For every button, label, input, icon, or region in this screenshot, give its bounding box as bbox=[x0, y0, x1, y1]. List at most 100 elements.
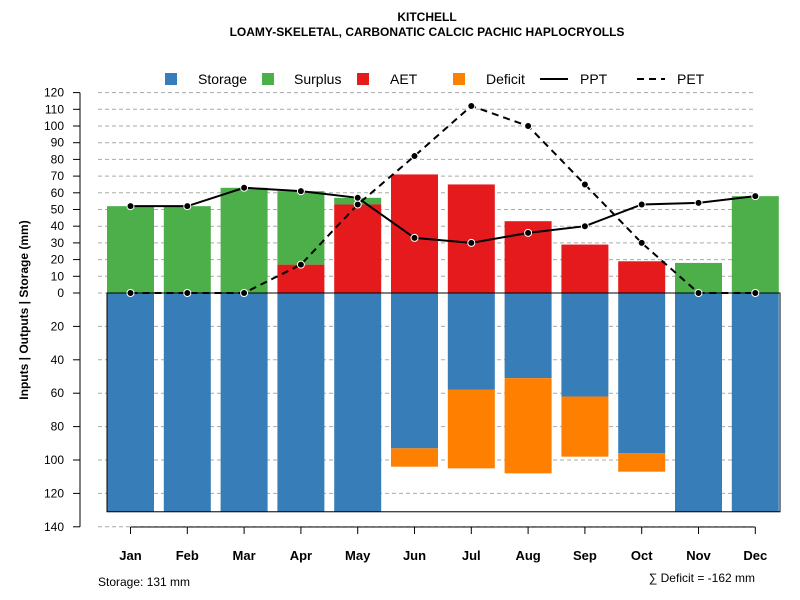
x-tick-label: Nov bbox=[686, 548, 711, 563]
storage-bar bbox=[391, 293, 438, 449]
x-tick-label: Jun bbox=[403, 548, 426, 563]
deficit-bar bbox=[561, 396, 609, 457]
legend-label-storage: Storage bbox=[198, 71, 247, 87]
pet-point bbox=[637, 238, 646, 247]
aet-bar bbox=[391, 174, 438, 293]
storage-bar bbox=[504, 293, 552, 379]
y-tick-label: 40 bbox=[51, 219, 65, 233]
legend-label-aet: AET bbox=[390, 71, 418, 87]
ppt-point bbox=[694, 198, 703, 207]
legend-swatch-aet bbox=[357, 73, 369, 85]
storage-bar bbox=[561, 293, 609, 397]
legend-label-surplus: Surplus bbox=[294, 71, 341, 87]
ppt-point bbox=[637, 200, 646, 209]
pet-point bbox=[694, 289, 703, 297]
surplus-bar bbox=[107, 206, 154, 293]
pet-point bbox=[126, 289, 135, 297]
storage-bar bbox=[731, 293, 779, 512]
chart-title: KITCHELL bbox=[397, 10, 456, 24]
surplus-bar bbox=[163, 206, 211, 293]
ppt-point bbox=[296, 187, 305, 196]
y-tick-label: 60 bbox=[51, 186, 65, 200]
legend-label-ppt: PPT bbox=[580, 71, 608, 87]
deficit-bar bbox=[447, 389, 495, 469]
y-axis-label: Inputs | Outputs | Storage (mm) bbox=[17, 220, 31, 399]
aet-bar bbox=[447, 184, 495, 293]
legend-label-pet: PET bbox=[677, 71, 705, 87]
legend-swatch-surplus bbox=[262, 73, 274, 85]
deficit-bar bbox=[618, 453, 666, 472]
storage-bar bbox=[675, 293, 722, 512]
y-tick-label: 120 bbox=[44, 86, 64, 100]
legend: Storage Surplus AET Deficit PPT PET bbox=[165, 71, 705, 87]
pet-point bbox=[580, 180, 589, 189]
aet-bar bbox=[277, 264, 325, 293]
y-axis: 0 10 20 30 40 50 60 70 80 90 100 110 120 20 40 60 80 100 1… bbox=[44, 86, 81, 534]
ppt-point bbox=[467, 238, 476, 247]
x-tick-label: Apr bbox=[290, 548, 312, 563]
x-tick-label: Aug bbox=[515, 548, 540, 563]
storage-bar bbox=[334, 293, 382, 512]
x-tick-label: Feb bbox=[176, 548, 199, 563]
y-tick-label: 140 bbox=[44, 520, 64, 534]
x-axis: Jan Feb Mar Apr May Jun Jul Aug Sep Oct Nov Dec bbox=[119, 526, 767, 563]
y-tick-label: 0 bbox=[57, 286, 64, 300]
pet-point bbox=[410, 152, 419, 161]
y-tick-label: 100 bbox=[44, 453, 64, 467]
y-tick-label: 50 bbox=[51, 203, 65, 217]
storage-capacity-outline bbox=[106, 292, 781, 513]
x-tick-label: Dec bbox=[743, 548, 767, 563]
x-tick-label: Mar bbox=[233, 548, 256, 563]
deficit-bar bbox=[391, 448, 438, 467]
ppt-point bbox=[240, 183, 249, 192]
storage-bar bbox=[163, 293, 211, 512]
deficit-footnote: ∑ Deficit = -162 mm bbox=[649, 571, 755, 585]
pet-line bbox=[130, 104, 756, 294]
pet-point bbox=[751, 289, 760, 297]
ppt-line bbox=[130, 186, 756, 244]
ppt-point bbox=[751, 192, 760, 201]
surplus-bar bbox=[277, 191, 325, 265]
y-tick-label: 10 bbox=[51, 269, 65, 283]
ppt-point bbox=[410, 233, 419, 242]
storage-bar bbox=[618, 293, 666, 454]
x-tick-label: Oct bbox=[631, 548, 653, 563]
aet-bar bbox=[561, 244, 609, 293]
storage-footnote: Storage: 131 mm bbox=[98, 575, 190, 589]
surplus-bar bbox=[731, 196, 779, 293]
ppt-point bbox=[580, 222, 589, 231]
y-tick-label: 90 bbox=[51, 136, 65, 150]
y-tick-label: 20 bbox=[51, 253, 65, 267]
legend-label-deficit: Deficit bbox=[486, 71, 525, 87]
bars bbox=[106, 174, 781, 513]
y-tick-label: 40 bbox=[51, 353, 65, 367]
y-tick-label: 30 bbox=[51, 236, 65, 250]
pet-point bbox=[524, 122, 533, 130]
x-tick-label: Jan bbox=[119, 548, 141, 563]
pet-point bbox=[240, 289, 249, 297]
deficit-bar bbox=[504, 378, 552, 474]
y-tick-label: 20 bbox=[51, 319, 65, 333]
pet-point bbox=[467, 101, 476, 110]
y-tick-label: 100 bbox=[44, 119, 64, 133]
legend-swatch-storage bbox=[165, 73, 177, 85]
aet-bar bbox=[618, 261, 666, 293]
ppt-point bbox=[524, 228, 533, 237]
x-tick-label: Sep bbox=[573, 548, 597, 563]
pet-point bbox=[296, 260, 305, 269]
y-tick-label: 70 bbox=[51, 169, 65, 183]
y-tick-label: 80 bbox=[51, 420, 65, 434]
x-tick-label: May bbox=[345, 548, 371, 563]
aet-bar bbox=[334, 204, 382, 293]
ppt-point bbox=[126, 202, 135, 211]
y-tick-label: 120 bbox=[44, 486, 64, 500]
y-tick-label: 60 bbox=[51, 386, 65, 400]
legend-swatch-deficit bbox=[453, 73, 465, 85]
series-lines bbox=[126, 101, 760, 297]
ppt-point bbox=[183, 202, 192, 211]
pet-point bbox=[353, 200, 362, 209]
chart-subtitle: LOAMY-SKELETAL, CARBONATIC CALCIC PACHIC… bbox=[230, 25, 625, 39]
surplus-bar bbox=[220, 187, 268, 293]
storage-bar bbox=[107, 293, 154, 512]
